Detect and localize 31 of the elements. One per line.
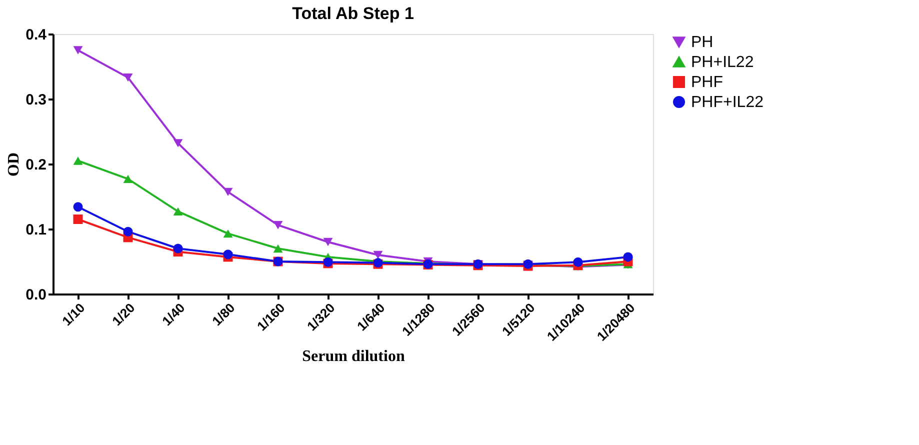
legend-label: PH [691, 34, 714, 51]
point [623, 252, 633, 262]
point [323, 238, 333, 246]
point [173, 139, 183, 148]
x-axis-title: Serum dilution [302, 348, 405, 365]
point [223, 229, 233, 238]
y-tick-label: 0.1 [26, 222, 46, 238]
chart-title: Total Ab Step 1 [292, 4, 414, 23]
legend-label: PHF [691, 74, 724, 91]
legend-label: PH+IL22 [691, 54, 754, 71]
point [223, 250, 233, 260]
point [123, 73, 133, 82]
point [73, 202, 83, 212]
point [273, 244, 283, 253]
point [73, 156, 83, 165]
point [573, 257, 583, 267]
point [123, 174, 133, 184]
point [73, 46, 83, 54]
y-tick-label: 0.0 [26, 286, 46, 304]
point [173, 207, 183, 216]
y-tick-label: 0.4 [26, 26, 48, 44]
point [123, 226, 133, 236]
point [73, 214, 83, 224]
point [173, 244, 183, 254]
point [223, 188, 233, 196]
y-tick-label: 0.3 [26, 92, 46, 108]
point [373, 250, 383, 260]
y-axis-title: OD [6, 152, 23, 176]
point [273, 220, 283, 230]
y-tick-label: 0.2 [26, 156, 46, 174]
legend-label: PHF+IL22 [691, 94, 764, 111]
